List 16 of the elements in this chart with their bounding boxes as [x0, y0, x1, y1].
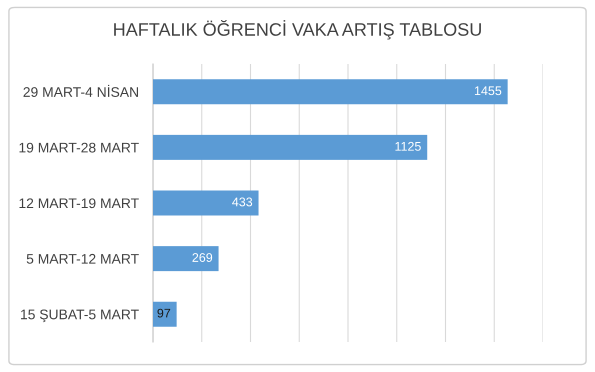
data-label: 433 — [232, 198, 252, 206]
bar — [153, 134, 428, 160]
bar — [153, 246, 219, 272]
data-label: 1125 — [395, 142, 421, 151]
bar — [153, 79, 508, 104]
bar — [153, 302, 177, 327]
y-tick-label: 12 MART-19 MART — [19, 198, 139, 208]
data-label: 1455 — [474, 86, 502, 96]
y-tick-label: 29 MART-4 NİSAN — [24, 84, 138, 97]
y-tick-label: 19 MART-28 MART — [19, 142, 139, 153]
data-label: 97 — [157, 308, 170, 318]
chart-title: HAFTALIK ÖĞRENCİ VAKA ARTIŞ TABLOSU — [114, 20, 481, 40]
data-label: 269 — [192, 253, 212, 262]
y-tick-label: 15 ŞUBAT-5 MART — [21, 310, 139, 322]
y-tick-label: 5 MART-12 MART — [26, 254, 139, 264]
bar — [153, 190, 259, 216]
